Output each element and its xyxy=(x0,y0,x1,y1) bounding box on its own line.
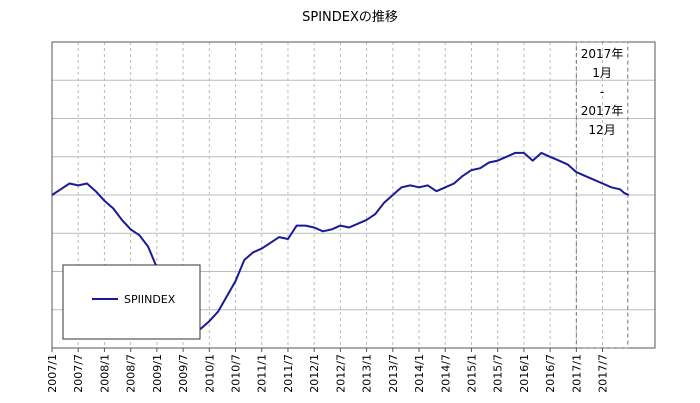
x-tick-label: 2008/1 xyxy=(98,354,111,393)
x-tick-label: 2016/7 xyxy=(544,354,557,393)
highlight-label: 1月 xyxy=(592,66,612,80)
chart-title: SPINDEXの推移 xyxy=(302,10,398,25)
x-tick-label: 2015/1 xyxy=(465,354,478,393)
highlight-label: - xyxy=(600,85,604,99)
x-tick-label: 2014/1 xyxy=(413,354,426,393)
x-tick-label: 2007/1 xyxy=(46,354,59,393)
x-tick-label: 2010/1 xyxy=(203,354,216,393)
x-tick-label: 2010/7 xyxy=(230,354,243,393)
x-axis-ticks: 2007/1 2007/7 2008/1 2008/7 2009/1 2009/7 2010… xyxy=(46,348,610,393)
x-tick-label: 2009/7 xyxy=(177,354,190,393)
legend: SPIINDEX xyxy=(62,264,201,340)
x-tick-label: 2012/7 xyxy=(334,354,347,393)
x-tick-label: 2014/7 xyxy=(439,354,452,393)
x-tick-label: 2009/1 xyxy=(151,354,164,393)
highlight-label: 12月 xyxy=(588,123,615,137)
x-tick-label: 2015/7 xyxy=(492,354,505,393)
legend-label: SPIINDEX xyxy=(124,293,176,306)
highlight-label: 2017年 xyxy=(581,104,624,118)
x-tick-label: 2012/1 xyxy=(308,354,321,393)
highlight-label: 2017年 xyxy=(581,47,624,61)
x-tick-label: 2017/7 xyxy=(597,354,610,393)
x-tick-label: 2011/1 xyxy=(256,354,269,393)
x-tick-label: 2016/1 xyxy=(518,354,531,393)
x-tick-label: 2013/7 xyxy=(387,354,400,393)
legend-box xyxy=(62,264,201,340)
x-tick-label: 2007/7 xyxy=(72,354,85,393)
x-tick-label: 2013/1 xyxy=(361,354,374,393)
series-layer xyxy=(51,151,630,330)
x-tick-label: 2011/7 xyxy=(282,354,295,393)
x-tick-label: 2017/1 xyxy=(570,354,583,393)
series-line xyxy=(51,151,630,330)
x-tick-label: 2008/7 xyxy=(125,354,138,393)
